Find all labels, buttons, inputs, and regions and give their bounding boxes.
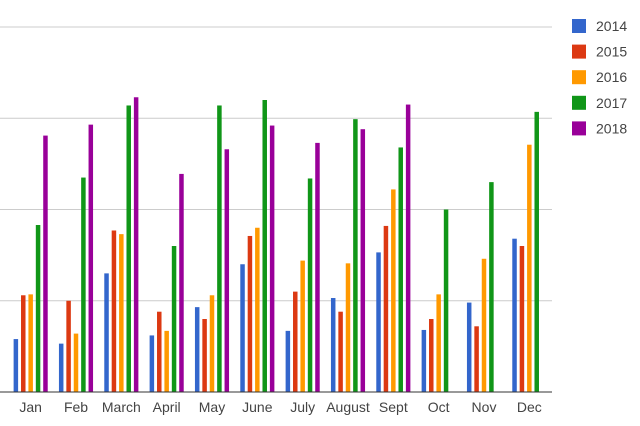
bar-2015-june[interactable]	[247, 235, 253, 392]
bar-2018-may[interactable]	[224, 149, 230, 392]
legend-label: 2017	[596, 95, 627, 111]
bar-2016-august[interactable]	[345, 263, 351, 392]
bar-2018-april[interactable]	[179, 173, 184, 392]
bar-2014-july[interactable]	[285, 330, 291, 392]
bars	[13, 97, 539, 393]
bar-2014-dec[interactable]	[512, 238, 517, 392]
legend-item-2014[interactable]: 2014	[572, 18, 627, 34]
bar-2015-april[interactable]	[157, 311, 162, 392]
bar-2015-dec[interactable]	[519, 246, 525, 392]
bar-2016-oct[interactable]	[436, 294, 441, 392]
bar-2017-march[interactable]	[126, 105, 131, 392]
bar-2014-nov[interactable]	[466, 302, 472, 392]
x-tick-label: Oct	[428, 399, 450, 415]
x-tick-label: July	[290, 399, 315, 415]
bar-2014-march[interactable]	[104, 273, 109, 392]
bar-2015-sept[interactable]	[383, 225, 389, 392]
legend-label: 2015	[596, 44, 627, 60]
bar-2017-nov[interactable]	[489, 182, 494, 392]
bar-2017-may[interactable]	[217, 105, 222, 392]
bar-2014-june[interactable]	[240, 264, 245, 392]
x-tick-label: Dec	[517, 399, 542, 415]
bar-2018-march[interactable]	[133, 97, 139, 392]
x-tick-label: Feb	[64, 399, 88, 415]
bar-2014-jan[interactable]	[13, 339, 19, 392]
bar-2017-oct[interactable]	[443, 209, 449, 393]
bar-2016-june[interactable]	[255, 227, 260, 392]
bar-2016-jan[interactable]	[28, 294, 33, 392]
bar-2017-dec[interactable]	[534, 111, 539, 393]
x-tick-label: March	[102, 399, 141, 415]
bar-2014-feb[interactable]	[58, 343, 64, 392]
legend-item-2016[interactable]: 2016	[572, 69, 627, 85]
bar-2016-dec[interactable]	[527, 144, 532, 392]
legend-label: 2016	[596, 69, 627, 85]
bar-2018-sept[interactable]	[405, 104, 411, 392]
bar-2018-july[interactable]	[315, 142, 320, 392]
bar-2014-sept[interactable]	[376, 252, 381, 392]
legend-item-2018[interactable]: 2018	[572, 120, 627, 136]
bar-2017-april[interactable]	[171, 246, 177, 392]
legend-label: 2014	[596, 18, 627, 34]
bar-2017-august[interactable]	[353, 119, 358, 392]
bar-2016-sept[interactable]	[391, 189, 396, 392]
bar-2014-oct[interactable]	[421, 329, 427, 392]
legend-label: 2018	[596, 120, 627, 136]
bar-2015-march[interactable]	[111, 230, 117, 392]
bar-2016-nov[interactable]	[481, 258, 487, 392]
legend-swatch	[572, 19, 586, 33]
bar-2018-feb[interactable]	[88, 124, 94, 392]
bar-2014-april[interactable]	[149, 335, 155, 392]
legend-swatch	[572, 44, 586, 59]
bar-2018-august[interactable]	[360, 129, 366, 392]
bar-2015-nov[interactable]	[474, 326, 479, 392]
bar-2017-jan[interactable]	[35, 225, 41, 392]
bar-2015-jan[interactable]	[21, 295, 26, 392]
bar-2018-jan[interactable]	[43, 135, 48, 392]
bar-2018-june[interactable]	[269, 125, 275, 393]
legend-swatch	[572, 70, 586, 85]
x-tick-label: Jan	[19, 399, 42, 415]
bar-2015-feb[interactable]	[66, 300, 71, 392]
legend-item-2017[interactable]: 2017	[572, 95, 627, 111]
bar-2016-july[interactable]	[300, 260, 305, 392]
legend[interactable]: 2014 2015 2016 2017 2018	[572, 18, 627, 136]
x-tick-label: June	[242, 399, 273, 415]
bar-2015-july[interactable]	[293, 291, 298, 392]
bar-2016-may[interactable]	[209, 295, 215, 392]
bar-2017-june[interactable]	[262, 100, 267, 392]
bar-2014-may[interactable]	[194, 307, 200, 392]
bar-2017-feb[interactable]	[81, 177, 86, 392]
bar-2015-august[interactable]	[338, 311, 343, 392]
legend-swatch	[572, 95, 586, 110]
x-tick-label: Nov	[472, 399, 497, 415]
x-axis-tick-labels: Jan Feb March April May June July August Sept Oct…	[19, 399, 541, 415]
bar-2016-march[interactable]	[119, 234, 124, 392]
bar-2016-feb[interactable]	[73, 333, 79, 392]
bar-2016-april[interactable]	[164, 330, 169, 392]
legend-item-2015[interactable]: 2015	[572, 44, 627, 60]
bar-2017-sept[interactable]	[398, 147, 403, 392]
bar-2015-oct[interactable]	[429, 319, 434, 392]
legend-swatch	[572, 121, 586, 136]
bar-2017-july[interactable]	[307, 178, 313, 392]
x-tick-label: August	[326, 399, 370, 415]
x-tick-label: May	[199, 399, 225, 415]
bar-2014-august[interactable]	[330, 298, 336, 392]
x-tick-label: Sept	[379, 399, 408, 415]
bar-2015-may[interactable]	[202, 319, 207, 392]
x-tick-label: April	[153, 399, 181, 415]
